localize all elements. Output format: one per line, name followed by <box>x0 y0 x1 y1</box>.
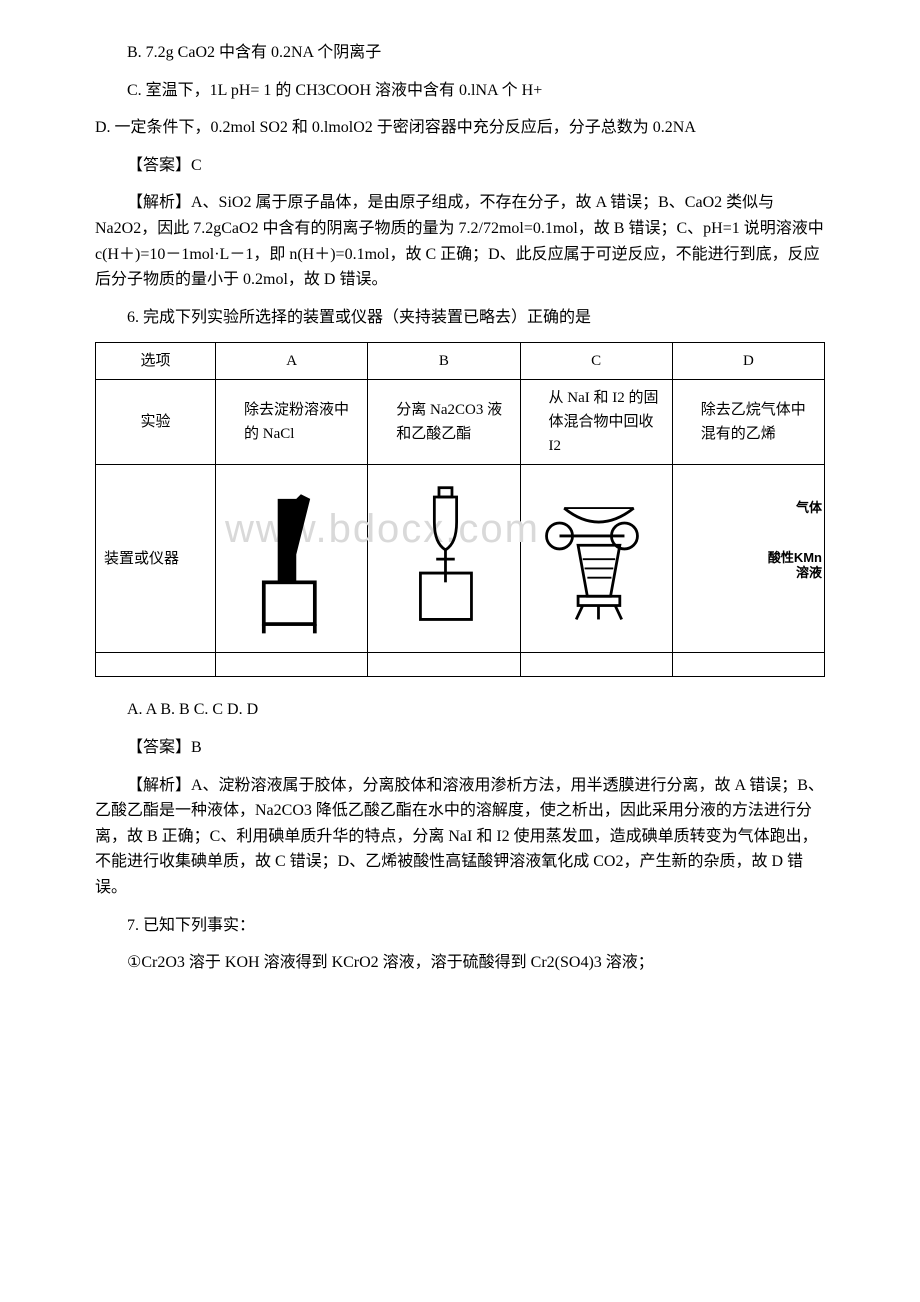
question-6-text: 6. 完成下列实验所选择的装置或仪器（夹持装置已略去）正确的是 <box>95 305 825 331</box>
option-b-text: B. 7.2g CaO2 中含有 0.2NA 个阴离子 <box>95 40 825 66</box>
gas-label: 气体 <box>796 500 822 516</box>
option-d-text: D. 一定条件下，0.2mol SO2 和 0.lmolO2 于密闭容器中充分反… <box>95 115 825 141</box>
solution-label: 溶液 <box>796 565 822 581</box>
answer-6-text: 【答案】B <box>95 735 825 761</box>
options-text: A. A B. B C. C D. D <box>95 697 825 723</box>
row-exp-a: 除去淀粉溶液中的 NaCl <box>216 380 368 465</box>
header-option: 选项 <box>96 343 216 380</box>
header-b: B <box>368 343 520 380</box>
device-a-cell <box>216 465 368 653</box>
empty-cell <box>216 653 368 677</box>
table-experiment-row: 实验 除去淀粉溶液中的 NaCl 分离 Na2CO3 液和乙酸乙酯 从 NaI … <box>96 380 825 465</box>
row-exp-d: 除去乙烷气体中混有的乙烯 <box>672 380 824 465</box>
table-empty-row <box>96 653 825 677</box>
empty-cell <box>96 653 216 677</box>
answer-text: 【答案】C <box>95 153 825 179</box>
table-device-row: 装置或仪器 <box>96 465 825 653</box>
analysis-6-text: 【解析】A、淀粉溶液属于胶体，分离胶体和溶液用渗析方法，用半透膜进行分离，故 A… <box>95 773 825 901</box>
table-header-row: 选项 A B C D <box>96 343 825 380</box>
question-7-text: 7. 已知下列事实： <box>95 913 825 939</box>
header-a: A <box>216 343 368 380</box>
header-d: D <box>672 343 824 380</box>
header-c: C <box>520 343 672 380</box>
kmn-label: 酸性KMn <box>768 550 822 566</box>
device-b-cell <box>368 465 520 653</box>
device-c-cell <box>520 465 672 653</box>
evaporation-dish-icon <box>525 471 668 638</box>
option-c-text: C. 室温下，1L pH= 1 的 CH3COOH 溶液中含有 0.lNA 个 … <box>95 78 825 104</box>
empty-cell <box>368 653 520 677</box>
empty-cell <box>672 653 824 677</box>
fact-1-text: ①Cr2O3 溶于 KOH 溶液得到 KCrO2 溶液，溶于硫酸得到 Cr2(S… <box>95 950 825 976</box>
separating-funnel-icon <box>372 471 515 638</box>
filter-funnel-icon <box>220 471 363 638</box>
empty-cell <box>520 653 672 677</box>
row-exp-b: 分离 Na2CO3 液和乙酸乙酯 <box>368 380 520 465</box>
experiment-table: 选项 A B C D 实验 除去淀粉溶液中的 NaCl 分离 Na2CO3 液和… <box>95 342 825 677</box>
row-exp-label: 实验 <box>96 380 216 465</box>
analysis-text: 【解析】A、SiO2 属于原子晶体，是由原子组成，不存在分子，故 A 错误；B、… <box>95 190 825 292</box>
device-d-cell: 气体 酸性KMn 溶液 <box>672 465 824 653</box>
row-exp-c: 从 NaI 和 I2 的固体混合物中回收 I2 <box>520 380 672 465</box>
row-dev-label: 装置或仪器 <box>96 465 216 653</box>
